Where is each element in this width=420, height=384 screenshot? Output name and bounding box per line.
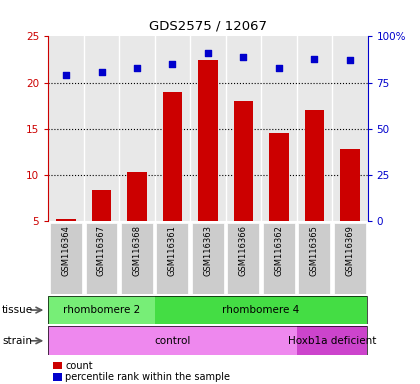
Bar — [52, 362, 62, 369]
Text: rhombomere 2: rhombomere 2 — [63, 305, 140, 315]
Bar — [263, 223, 295, 294]
Bar — [155, 296, 368, 324]
Point — [346, 57, 353, 63]
Bar — [304, 110, 324, 221]
Text: control: control — [154, 336, 191, 346]
Text: GSM116362: GSM116362 — [274, 225, 284, 276]
Text: percentile rank within the sample: percentile rank within the sample — [65, 372, 230, 382]
Bar — [121, 223, 153, 294]
Bar — [52, 373, 62, 381]
Bar — [269, 133, 289, 221]
Text: rhombomere 4: rhombomere 4 — [223, 305, 300, 315]
Bar — [227, 223, 259, 294]
Bar — [192, 223, 224, 294]
Text: GSM116367: GSM116367 — [97, 225, 106, 276]
Text: tissue: tissue — [2, 305, 33, 315]
Text: GSM116365: GSM116365 — [310, 225, 319, 276]
Point — [134, 65, 140, 71]
Point — [63, 72, 69, 78]
Text: GSM116366: GSM116366 — [239, 225, 248, 276]
Text: GSM116363: GSM116363 — [203, 225, 213, 276]
Point — [98, 68, 105, 74]
Bar — [334, 223, 366, 294]
Bar — [127, 172, 147, 221]
Bar — [48, 296, 155, 324]
Text: GSM116368: GSM116368 — [132, 225, 142, 276]
Bar — [50, 223, 82, 294]
Bar — [48, 326, 297, 355]
Bar — [56, 219, 76, 221]
Bar — [297, 326, 368, 355]
Point — [276, 65, 282, 71]
Point — [169, 61, 176, 67]
Text: Hoxb1a deficient: Hoxb1a deficient — [288, 336, 376, 346]
Point — [205, 50, 211, 56]
Text: strain: strain — [2, 336, 32, 346]
Bar — [92, 190, 111, 221]
Bar — [163, 92, 182, 221]
Bar — [157, 223, 189, 294]
Text: GSM116361: GSM116361 — [168, 225, 177, 276]
Bar — [298, 223, 330, 294]
Bar — [234, 101, 253, 221]
Text: GSM116369: GSM116369 — [345, 225, 354, 276]
Bar — [340, 149, 360, 221]
Point — [240, 54, 247, 60]
Bar — [198, 60, 218, 221]
Text: GSM116364: GSM116364 — [62, 225, 71, 276]
Text: count: count — [65, 361, 93, 371]
Point — [311, 56, 318, 62]
Text: GDS2575 / 12067: GDS2575 / 12067 — [149, 20, 267, 33]
Bar — [86, 223, 118, 294]
